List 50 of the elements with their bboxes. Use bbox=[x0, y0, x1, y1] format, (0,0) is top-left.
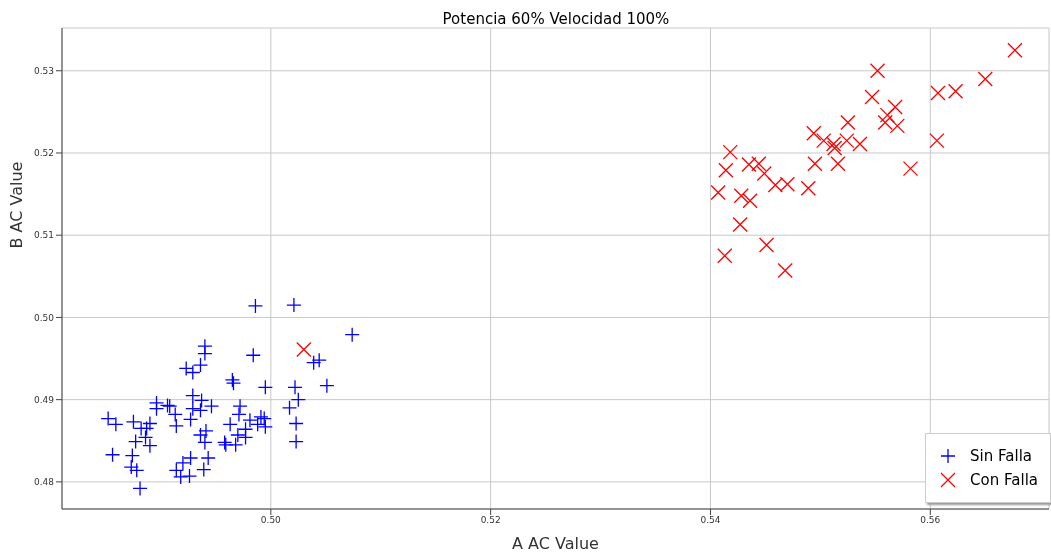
point bbox=[889, 118, 905, 134]
point bbox=[864, 89, 880, 105]
y-tick-label: 0.51 bbox=[33, 230, 54, 241]
point bbox=[879, 107, 896, 123]
point bbox=[930, 85, 946, 101]
point bbox=[840, 114, 856, 131]
point bbox=[756, 165, 772, 182]
point bbox=[877, 114, 893, 131]
point bbox=[869, 63, 886, 79]
y-tick-label: 0.48 bbox=[33, 477, 55, 488]
point bbox=[732, 216, 748, 233]
point bbox=[807, 156, 823, 172]
point bbox=[758, 237, 775, 253]
y-tick-label: 0.49 bbox=[33, 394, 55, 405]
point bbox=[839, 132, 855, 149]
point bbox=[733, 188, 749, 204]
point bbox=[947, 83, 964, 99]
x-tick-label: 0.52 bbox=[480, 515, 501, 526]
x-tick-label: 0.54 bbox=[700, 515, 721, 526]
point bbox=[806, 125, 822, 141]
point bbox=[825, 136, 842, 152]
point bbox=[852, 136, 868, 152]
legend-label: Sin Falla bbox=[970, 447, 1033, 465]
point bbox=[1007, 42, 1023, 58]
point bbox=[717, 248, 733, 264]
x-axis-title: A AC Value bbox=[512, 534, 599, 553]
point bbox=[977, 71, 993, 87]
point bbox=[722, 144, 738, 160]
y-tick-label: 0.50 bbox=[33, 312, 55, 323]
point bbox=[800, 180, 816, 196]
point bbox=[718, 162, 734, 178]
point bbox=[887, 99, 903, 115]
point bbox=[827, 140, 843, 156]
point bbox=[751, 156, 767, 172]
legend-label: Con Falla bbox=[970, 471, 1038, 489]
point bbox=[902, 160, 919, 177]
point bbox=[710, 184, 726, 201]
point bbox=[777, 262, 793, 279]
x-tick-label: 0.56 bbox=[920, 515, 941, 526]
point bbox=[830, 156, 846, 172]
chart-title: Potencia 60% Velocidad 100% bbox=[441, 10, 671, 28]
point bbox=[816, 132, 832, 149]
y-tick-label: 0.53 bbox=[33, 65, 54, 76]
point bbox=[296, 341, 312, 358]
point bbox=[742, 193, 758, 209]
y-axis-title: B AC Value bbox=[6, 161, 26, 249]
y-tick-label: 0.52 bbox=[33, 148, 54, 159]
x-tick-label: 0.50 bbox=[260, 515, 282, 526]
point bbox=[929, 132, 945, 149]
point bbox=[741, 156, 757, 173]
